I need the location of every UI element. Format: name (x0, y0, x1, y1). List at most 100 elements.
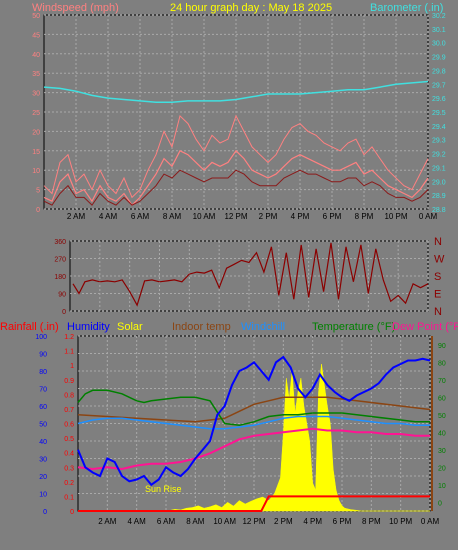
panel-wind-baro-x-tick: 4 AM (99, 212, 118, 221)
barometer-y-tick: 29.7 (432, 82, 446, 89)
rainfall-y-tick: 1.2 (64, 334, 74, 341)
windspeed-y-tick: 25 (32, 110, 40, 117)
gust-series-line (43, 114, 429, 199)
barometer-y-tick: 29.2 (432, 152, 446, 159)
panel-wind-direction-series (72, 242, 429, 307)
windspeed-y-tick: 35 (32, 71, 40, 78)
indoor-temp-legend-label: Indoor temp (172, 321, 231, 333)
windchill-legend-label: Windchill (241, 321, 285, 333)
rainfall-y-tick: 0 (70, 509, 74, 516)
rain-series-line (78, 495, 430, 512)
temperature-y-tick: 40 (438, 430, 446, 437)
rainfall-y-tick: 0.6 (64, 422, 74, 429)
temperature-y-tick: 70 (438, 378, 446, 385)
dewpoint-series-line (77, 427, 430, 471)
wind-direction-y-tick: 0 (62, 309, 66, 316)
temperature-y-tick: 60 (438, 395, 446, 402)
solar-legend-label: Solar (117, 321, 143, 333)
humidity-series-line (77, 355, 431, 487)
wind-direction-y-tick: 270 (54, 257, 66, 264)
panel-wind-baro-axes: 2 AM 4 AM 6 AM 8 AM 10 AM 12 PM 2 PM 4 PM 6 PM 8 … (32, 13, 446, 221)
panel-weather-multi-x-tick: 10 PM (389, 517, 412, 526)
panel-wind-direction-axes: 0 N 90 E 180 S 270 W 360 N (54, 236, 445, 318)
panel-weather-multi-x-tick: 0 AM (421, 517, 440, 526)
windchill-series-line (77, 415, 430, 430)
panel-weather-multi: 2 AM 4 AM 6 AM 8 AM 10 AM 12 PM 2 PM 4 PM 6 PM 8 … (0, 321, 458, 526)
wind-direction-y-tick: 90 (58, 292, 66, 299)
rainfall-y-tick: 0.7 (64, 407, 74, 414)
barometer-y-tick: 29.8 (432, 68, 446, 75)
panel-weather-multi-x-tick: 8 PM (362, 517, 381, 526)
barometer-y-tick: 29.4 (432, 124, 446, 131)
rainfall-y-tick: 0.8 (64, 392, 74, 399)
panel-wind-baro-x-tick: 12 PM (224, 212, 247, 221)
wind-direction-y-tick: 360 (54, 239, 66, 246)
wind-direction-y-tick: 180 (54, 274, 66, 281)
rainfall-y-tick: 0.9 (64, 378, 74, 385)
barometer-y-tick: 29.0 (432, 179, 446, 186)
chart-title: 24 hour graph day : May 18 2025 (170, 2, 332, 14)
temperature-y-tick: 90 (438, 343, 446, 350)
temperature-y-tick: 0 (438, 500, 442, 507)
panel-wind-baro-x-tick: 2 AM (67, 212, 86, 221)
rainfall-y-tick: 0.3 (64, 465, 74, 472)
panel-wind-baro-series (43, 80, 429, 207)
panel-wind-baro-x-tick: 8 AM (163, 212, 182, 221)
panel-weather-multi-x-tick: 10 AM (213, 517, 236, 526)
humidity-y-tick: 70 (39, 387, 47, 394)
humidity-y-tick: 40 (39, 439, 47, 446)
rainfall-y-tick: 0.5 (64, 436, 74, 443)
rainfall-y-tick: 1 (70, 363, 74, 370)
humidity-y-tick: 100 (35, 334, 47, 341)
panel-wind-baro: 2 AM 4 AM 6 AM 8 AM 10 AM 12 PM 2 PM 4 PM 6 PM 8 … (32, 2, 446, 221)
humidity-y-tick: 50 (39, 422, 47, 429)
panel-weather-multi-x-tick: 2 PM (274, 517, 293, 526)
temperature-series-line (77, 389, 430, 427)
humidity-y-tick: 30 (39, 457, 47, 464)
baro-series-line (43, 80, 429, 104)
panel-weather-multi-series (77, 355, 431, 512)
windspeed-y-tick: 10 (32, 168, 40, 175)
compass-label: N (434, 306, 442, 318)
panel-weather-multi-x-tick: 6 AM (157, 517, 176, 526)
wind-series-line (43, 149, 429, 207)
panel-weather-multi-axes: 2 AM 4 AM 6 AM 8 AM 10 AM 12 PM 2 PM 4 PM 6 PM 8 … (35, 334, 446, 526)
barometer-y-tick: 29.3 (432, 138, 446, 145)
rainfall-y-tick: 0.4 (64, 451, 74, 458)
barometer-y-tick: 28.8 (432, 207, 446, 214)
panel-wind-baro-x-tick: 10 PM (384, 212, 407, 221)
dewpoint-legend-label: Dew Point (°F) (392, 321, 458, 333)
temperature-y-tick: 20 (438, 465, 446, 472)
panel-weather-multi-x-tick: 8 AM (186, 517, 205, 526)
compass-label: S (434, 271, 441, 283)
temperature-y-tick: 80 (438, 360, 446, 367)
panel-wind-direction-frame (69, 240, 429, 312)
panel-weather-multi-x-tick: 2 AM (98, 517, 117, 526)
windspeed-y-tick: 30 (32, 91, 40, 98)
solar-series-area (78, 363, 430, 512)
windspeed-y-tick: 50 (32, 13, 40, 20)
rainfall-axis-label: Rainfall (.in) (0, 321, 59, 333)
temperature-y-tick: 30 (438, 448, 446, 455)
indoor-series-line (77, 396, 431, 423)
barometer-y-tick: 30.2 (432, 13, 446, 20)
panel-wind-baro-x-tick: 6 PM (323, 212, 342, 221)
windspeed-axis-label: Windspeed (mph) (32, 2, 119, 14)
rainfall-y-tick: 1.1 (64, 349, 74, 356)
panel-wind-baro-x-tick: 6 AM (131, 212, 150, 221)
temperature-axis-label: Temperature (°F) (312, 321, 395, 333)
barometer-y-tick: 30.0 (432, 41, 446, 48)
barometer-y-tick: 29.6 (432, 96, 446, 103)
compass-label: W (434, 254, 445, 266)
barometer-axis-label: Barometer (.in) (370, 2, 443, 14)
panel-wind-baro-x-tick: 10 AM (193, 212, 216, 221)
panel-weather-multi-x-tick: 4 AM (128, 517, 147, 526)
panel-weather-multi-x-tick: 6 PM (333, 517, 352, 526)
humidity-y-tick: 0 (43, 509, 47, 516)
windspeed-y-tick: 45 (32, 32, 40, 39)
windspeed-y-tick: 40 (32, 52, 40, 59)
humidity-y-tick: 90 (39, 352, 47, 359)
humidity-axis-label: Humidity (67, 321, 110, 333)
windspeed-y-tick: 5 (36, 188, 40, 195)
